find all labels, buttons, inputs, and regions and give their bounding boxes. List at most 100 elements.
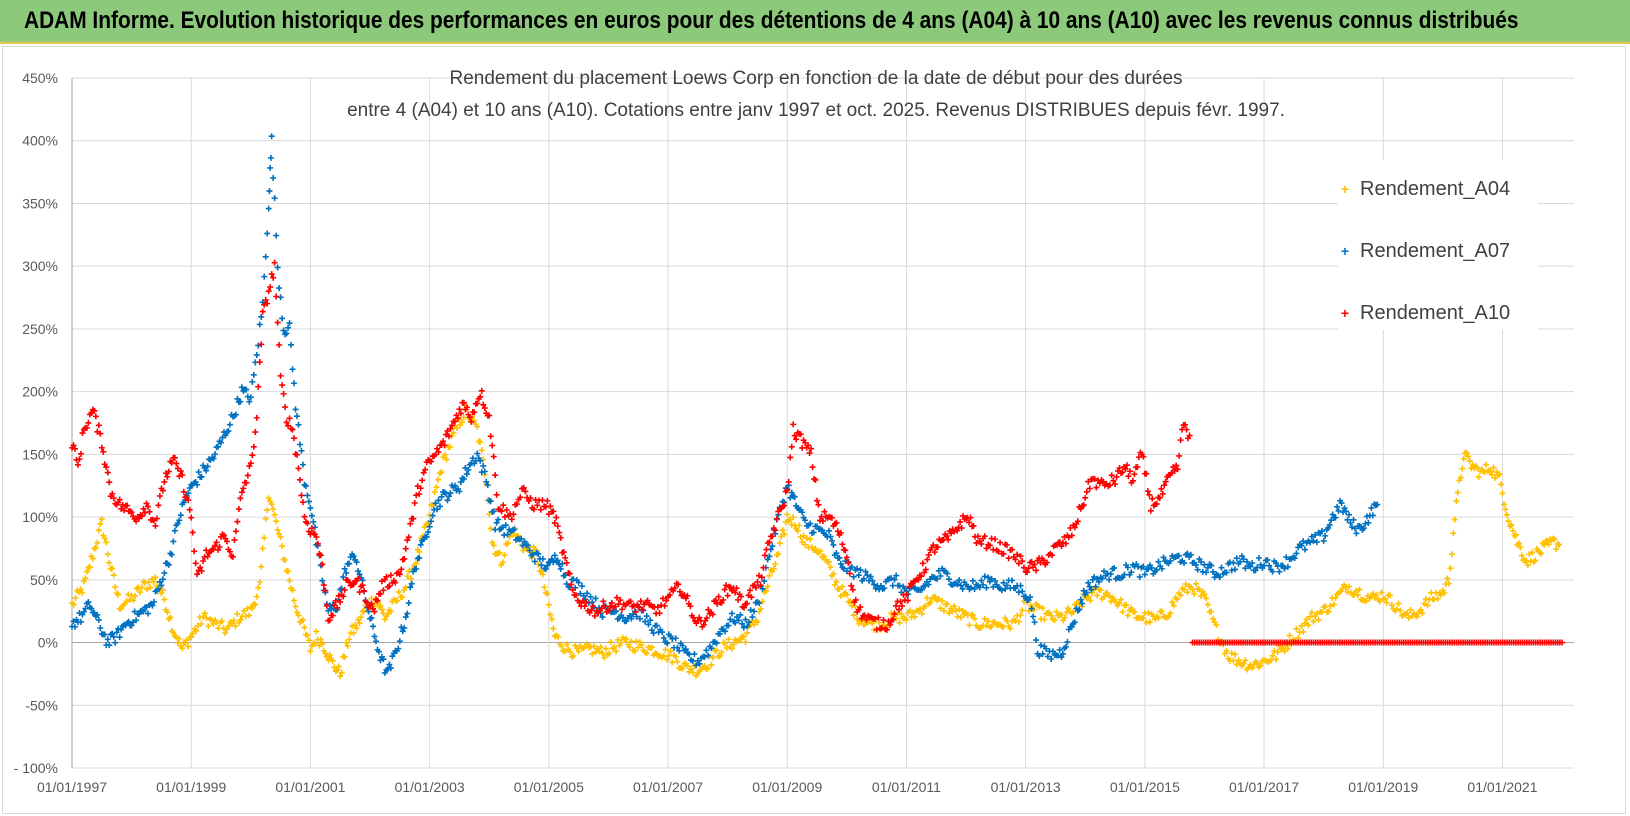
point-Rendement_A04 <box>317 636 324 643</box>
point-Rendement_A07 <box>1230 559 1237 566</box>
point-Rendement_A07 <box>504 531 511 538</box>
point-Rendement_A04 <box>927 599 934 606</box>
point-Rendement_A10 <box>1015 560 1022 567</box>
point-Rendement_A07 <box>480 462 487 469</box>
point-Rendement_A10 <box>887 621 894 628</box>
point-Rendement_A10 <box>560 549 567 556</box>
point-Rendement_A10 <box>313 534 320 541</box>
point-Rendement_A10 <box>918 573 925 580</box>
point-Rendement_A07 <box>1153 566 1160 573</box>
point-Rendement_A04 <box>530 543 537 550</box>
point-Rendement_A10 <box>168 459 175 466</box>
point-Rendement_A10 <box>791 432 798 439</box>
point-Rendement_A10 <box>282 404 289 411</box>
point-Rendement_A04 <box>412 560 419 567</box>
point-Rendement_A10 <box>659 595 666 602</box>
point-Rendement_A04 <box>869 620 876 627</box>
point-Rendement_A07 <box>716 630 723 637</box>
point-Rendement_A10 <box>757 582 764 589</box>
point-Rendement_A10 <box>250 443 257 450</box>
point-Rendement_A10 <box>1144 488 1151 495</box>
point-Rendement_A07 <box>937 573 944 580</box>
point-Rendement_A07 <box>1148 564 1155 571</box>
point-Rendement_A04 <box>665 652 672 659</box>
point-Rendement_A10 <box>456 406 463 413</box>
point-Rendement_A04 <box>1454 489 1461 496</box>
point-Rendement_A10 <box>320 582 327 589</box>
x-tick-label: 01/01/2013 <box>991 779 1061 795</box>
point-Rendement_A04 <box>304 632 311 639</box>
point-Rendement_A10 <box>280 390 287 397</box>
point-Rendement_A10 <box>967 514 974 521</box>
point-Rendement_A04 <box>718 649 725 656</box>
point-Rendement_A07 <box>978 577 985 584</box>
point-Rendement_A07 <box>1291 555 1298 562</box>
point-Rendement_A07 <box>1027 594 1034 601</box>
point-Rendement_A04 <box>1213 622 1220 629</box>
point-Rendement_A04 <box>337 673 344 680</box>
point-Rendement_A07 <box>694 657 701 664</box>
point-Rendement_A07 <box>988 575 995 582</box>
point-Rendement_A07 <box>744 623 751 630</box>
point-Rendement_A04 <box>92 544 99 551</box>
point-Rendement_A04 <box>132 592 139 599</box>
point-Rendement_A10 <box>712 597 719 604</box>
point-Rendement_A07 <box>1121 571 1128 578</box>
point-Rendement_A04 <box>1254 659 1261 666</box>
point-Rendement_A07 <box>734 614 741 621</box>
point-Rendement_A10 <box>583 599 590 606</box>
point-Rendement_A07 <box>1198 558 1205 565</box>
point-Rendement_A04 <box>689 669 696 676</box>
point-Rendement_A07 <box>210 455 217 462</box>
point-Rendement_A07 <box>481 468 488 475</box>
point-Rendement_A10 <box>1017 553 1024 560</box>
point-Rendement_A04 <box>1165 613 1172 620</box>
point-Rendement_A07 <box>1140 563 1147 570</box>
point-Rendement_A10 <box>383 573 390 580</box>
point-Rendement_A04 <box>1553 546 1560 553</box>
point-Rendement_A04 <box>487 525 494 532</box>
point-Rendement_A04 <box>684 663 691 670</box>
point-Rendement_A04 <box>1230 657 1237 664</box>
point-Rendement_A04 <box>341 653 348 660</box>
point-Rendement_A04 <box>158 590 165 597</box>
point-Rendement_A07 <box>106 642 113 649</box>
point-Rendement_A10 <box>1019 558 1026 565</box>
point-Rendement_A07 <box>643 613 650 620</box>
point-Rendement_A10 <box>925 551 932 558</box>
point-Rendement_A07 <box>304 492 311 499</box>
point-Rendement_A04 <box>903 616 910 623</box>
point-Rendement_A10 <box>522 488 529 495</box>
point-Rendement_A04 <box>1475 474 1482 481</box>
point-Rendement_A07 <box>584 590 591 597</box>
point-Rendement_A10 <box>671 585 678 592</box>
point-Rendement_A07 <box>1276 568 1283 575</box>
point-Rendement_A10 <box>714 600 721 607</box>
point-Rendement_A07 <box>1360 525 1367 532</box>
point-Rendement_A04 <box>740 633 747 640</box>
point-Rendement_A04 <box>1545 541 1552 548</box>
point-Rendement_A07 <box>463 471 470 478</box>
point-Rendement_A04 <box>599 650 606 657</box>
point-Rendement_A04 <box>770 565 777 572</box>
point-Rendement_A07 <box>1079 600 1086 607</box>
point-Rendement_A04 <box>1447 565 1454 572</box>
point-Rendement_A10 <box>417 485 424 492</box>
point-Rendement_A07 <box>1313 539 1320 546</box>
point-Rendement_A04 <box>1232 651 1239 658</box>
point-Rendement_A10 <box>283 419 290 426</box>
point-Rendement_A07 <box>1318 528 1325 535</box>
point-Rendement_A07 <box>460 475 467 482</box>
legend-item-a10: + Rendement_A10 <box>1338 300 1510 326</box>
point-Rendement_A07 <box>747 607 754 614</box>
point-Rendement_A10 <box>720 596 727 603</box>
point-Rendement_A04 <box>1000 623 1007 630</box>
y-tick-label: 0% <box>38 635 58 651</box>
point-Rendement_A10 <box>451 418 458 425</box>
point-Rendement_A04 <box>1381 595 1388 602</box>
point-Rendement_A10 <box>733 585 740 592</box>
point-Rendement_A07 <box>387 665 394 672</box>
point-Rendement_A07 <box>298 447 305 454</box>
point-Rendement_A04 <box>983 622 990 629</box>
point-Rendement_A10 <box>787 454 794 461</box>
